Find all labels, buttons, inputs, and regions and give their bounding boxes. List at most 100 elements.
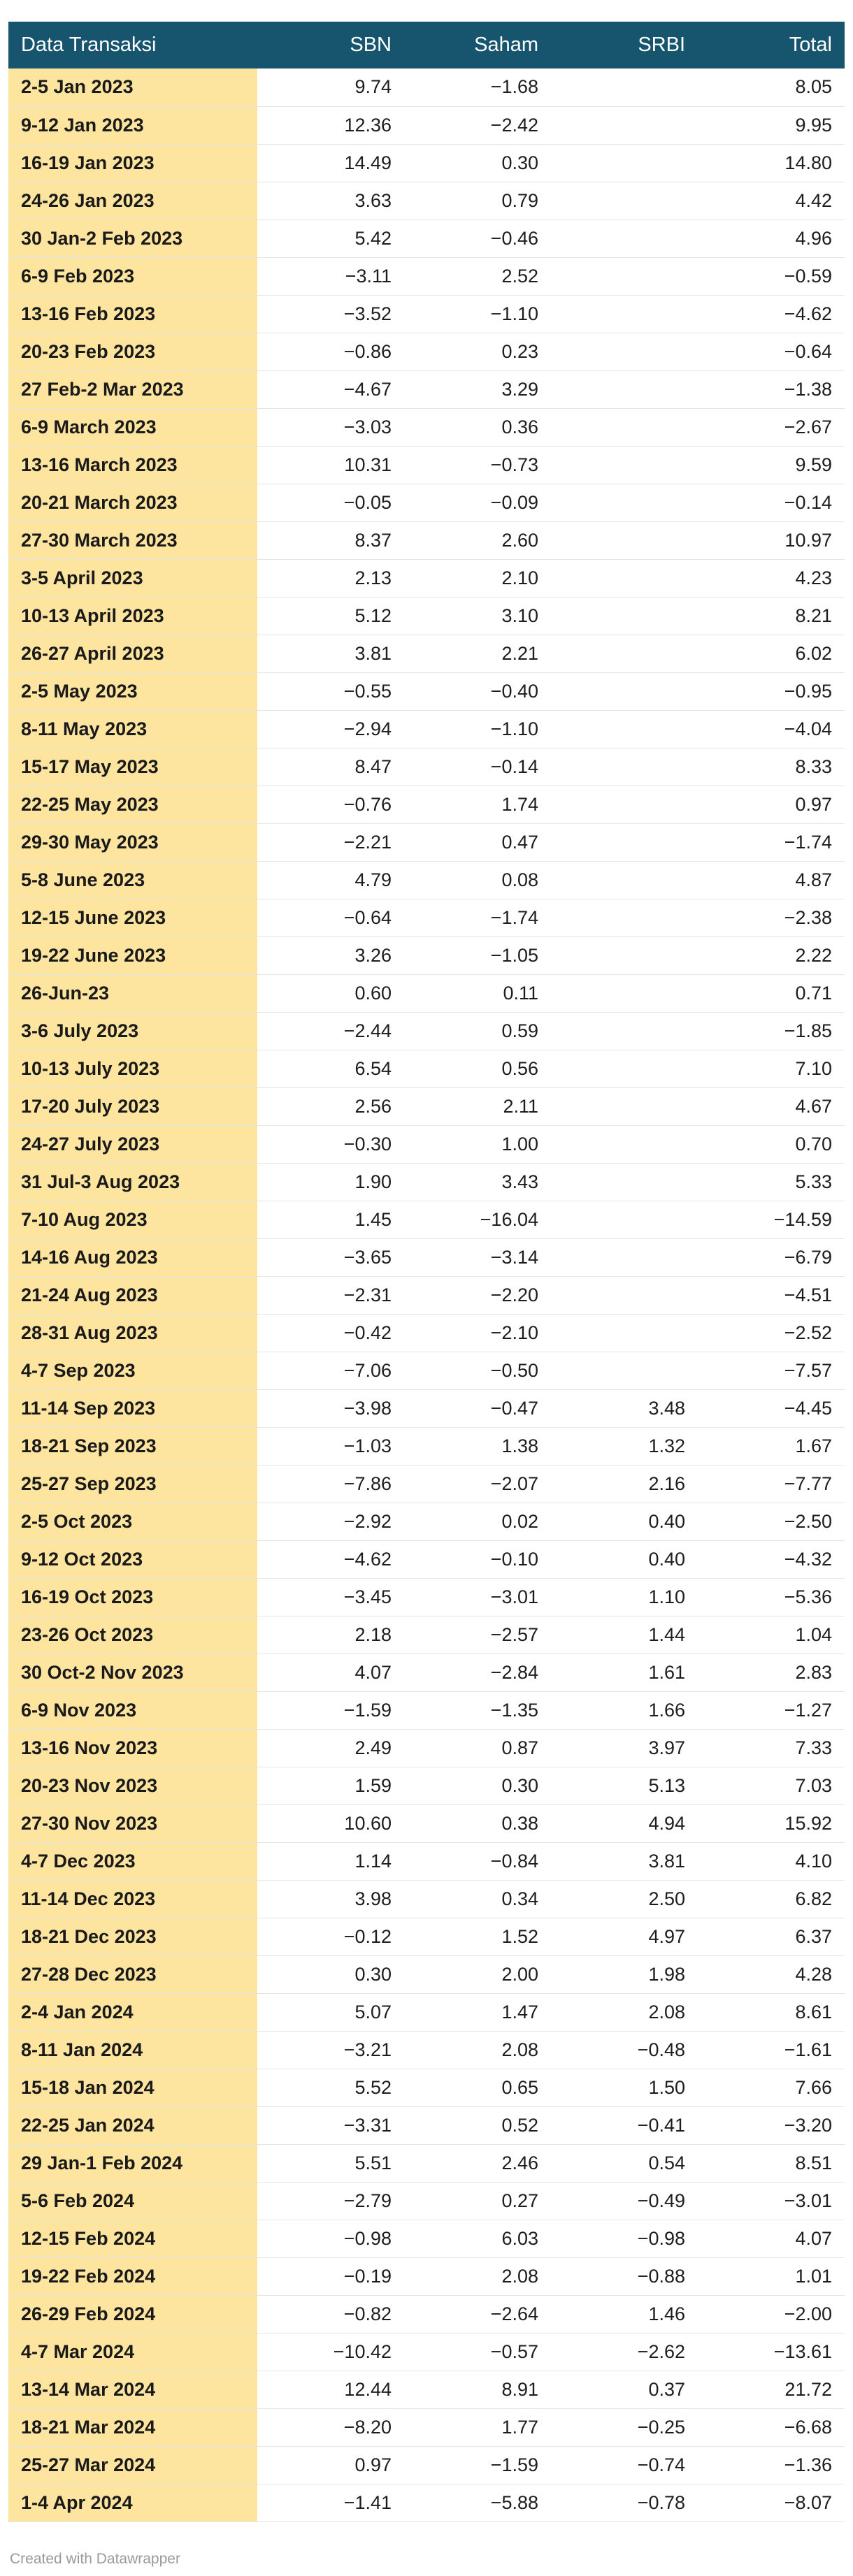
- cell-sbn: −3.45: [257, 1578, 404, 1616]
- cell-saham: −1.10: [404, 295, 551, 333]
- cell-saham: 0.59: [404, 1012, 551, 1050]
- cell-saham: 0.11: [404, 974, 551, 1013]
- cell-saham: −3.14: [404, 1238, 551, 1277]
- cell-saham: 0.02: [404, 1503, 551, 1541]
- cell-saham: 0.27: [404, 2182, 551, 2220]
- cell-sbn: −2.31: [257, 1276, 404, 1315]
- cell-saham: 8.91: [404, 2371, 551, 2409]
- row-label: 20-23 Feb 2023: [8, 333, 257, 371]
- cell-saham: 3.43: [404, 1163, 551, 1201]
- cell-total: −1.85: [698, 1012, 845, 1050]
- cell-sbn: 6.54: [257, 1050, 404, 1088]
- cell-total: 4.87: [698, 861, 845, 899]
- cell-sbn: 3.26: [257, 936, 404, 975]
- row-label: 26-29 Feb 2024: [8, 2295, 257, 2333]
- row-label: 2-4 Jan 2024: [8, 1993, 257, 2032]
- cell-saham: −2.20: [404, 1276, 551, 1315]
- row-label: 14-16 Aug 2023: [8, 1238, 257, 1277]
- cell-srbi: 5.13: [551, 1767, 698, 1805]
- cell-total: 7.10: [698, 1050, 845, 1088]
- column-header-saham: Saham: [404, 22, 551, 68]
- row-label: 12-15 Feb 2024: [8, 2220, 257, 2258]
- cell-srbi: 1.50: [551, 2069, 698, 2107]
- cell-total: 8.05: [698, 68, 845, 107]
- table-row: 6-9 Nov 2023 −1.59 −1.35 1.66 −1.27: [8, 1691, 845, 1730]
- cell-saham: 2.10: [404, 559, 551, 598]
- cell-srbi: [551, 521, 698, 560]
- cell-srbi: [551, 1201, 698, 1239]
- cell-srbi: [551, 1238, 698, 1277]
- cell-sbn: 4.07: [257, 1654, 404, 1692]
- table-row: 18-21 Sep 2023 −1.03 1.38 1.32 1.67: [8, 1427, 845, 1466]
- cell-total: 7.33: [698, 1729, 845, 1767]
- cell-sbn: 4.79: [257, 861, 404, 899]
- cell-sbn: −0.82: [257, 2295, 404, 2333]
- row-label: 18-21 Sep 2023: [8, 1427, 257, 1466]
- cell-srbi: 1.32: [551, 1427, 698, 1466]
- cell-total: −8.07: [698, 2484, 845, 2522]
- cell-total: 4.42: [698, 182, 845, 220]
- row-label: 2-5 Oct 2023: [8, 1503, 257, 1541]
- table-row: 26-27 April 2023 3.81 2.21 6.02: [8, 635, 845, 673]
- row-label: 29-30 May 2023: [8, 823, 257, 862]
- cell-srbi: 4.97: [551, 1918, 698, 1956]
- row-label: 26-Jun-23: [8, 974, 257, 1013]
- cell-srbi: 1.46: [551, 2295, 698, 2333]
- row-label: 6-9 March 2023: [8, 408, 257, 447]
- row-label: 10-13 April 2023: [8, 597, 257, 635]
- cell-total: −2.38: [698, 899, 845, 937]
- cell-total: −6.79: [698, 1238, 845, 1277]
- cell-sbn: 9.74: [257, 68, 404, 107]
- cell-srbi: 0.37: [551, 2371, 698, 2409]
- table-row: 2-5 Jan 2023 9.74 −1.68 8.05: [8, 68, 845, 107]
- cell-srbi: −0.41: [551, 2106, 698, 2145]
- cell-srbi: [551, 446, 698, 484]
- cell-sbn: 2.49: [257, 1729, 404, 1767]
- table-row: 26-Jun-23 0.60 0.11 0.71: [8, 974, 845, 1013]
- table-row: 18-21 Dec 2023 −0.12 1.52 4.97 6.37: [8, 1918, 845, 1956]
- cell-saham: 0.38: [404, 1804, 551, 1843]
- cell-sbn: 1.45: [257, 1201, 404, 1239]
- cell-saham: −5.88: [404, 2484, 551, 2522]
- cell-sbn: −0.12: [257, 1918, 404, 1956]
- cell-srbi: [551, 1163, 698, 1201]
- row-label: 9-12 Oct 2023: [8, 1540, 257, 1579]
- cell-sbn: −3.98: [257, 1389, 404, 1428]
- cell-sbn: −4.67: [257, 370, 404, 409]
- cell-total: −4.04: [698, 710, 845, 748]
- row-label: 20-21 March 2023: [8, 484, 257, 522]
- row-label: 10-13 July 2023: [8, 1050, 257, 1088]
- table-row: 31 Jul-3 Aug 2023 1.90 3.43 5.33: [8, 1163, 845, 1201]
- row-label: 28-31 Aug 2023: [8, 1314, 257, 1352]
- cell-saham: −1.10: [404, 710, 551, 748]
- cell-total: 4.96: [698, 219, 845, 258]
- cell-saham: 2.08: [404, 2031, 551, 2069]
- cell-saham: 0.65: [404, 2069, 551, 2107]
- table-row: 1-4 Apr 2024 −1.41 −5.88 −0.78 −8.07: [8, 2484, 845, 2522]
- cell-srbi: [551, 484, 698, 522]
- cell-sbn: 3.81: [257, 635, 404, 673]
- cell-srbi: [551, 106, 698, 145]
- cell-sbn: 0.60: [257, 974, 404, 1013]
- cell-sbn: 14.49: [257, 144, 404, 182]
- cell-saham: 0.36: [404, 408, 551, 447]
- table-row: 29-30 May 2023 −2.21 0.47 −1.74: [8, 823, 845, 862]
- row-label: 17-20 July 2023: [8, 1087, 257, 1126]
- cell-sbn: −0.05: [257, 484, 404, 522]
- row-label: 27 Feb-2 Mar 2023: [8, 370, 257, 409]
- table-row: 3-5 April 2023 2.13 2.10 4.23: [8, 559, 845, 598]
- cell-sbn: −3.31: [257, 2106, 404, 2145]
- cell-total: 15.92: [698, 1804, 845, 1843]
- row-label: 2-5 Jan 2023: [8, 68, 257, 107]
- cell-srbi: 0.54: [551, 2144, 698, 2183]
- cell-srbi: [551, 370, 698, 409]
- cell-total: 4.10: [698, 1842, 845, 1881]
- cell-total: 14.80: [698, 144, 845, 182]
- table-row: 21-24 Aug 2023 −2.31 −2.20 −4.51: [8, 1276, 845, 1315]
- row-label: 24-26 Jan 2023: [8, 182, 257, 220]
- cell-total: 1.01: [698, 2257, 845, 2296]
- cell-srbi: [551, 861, 698, 899]
- cell-total: 0.97: [698, 786, 845, 824]
- row-label: 3-5 April 2023: [8, 559, 257, 598]
- row-label: 2-5 May 2023: [8, 672, 257, 711]
